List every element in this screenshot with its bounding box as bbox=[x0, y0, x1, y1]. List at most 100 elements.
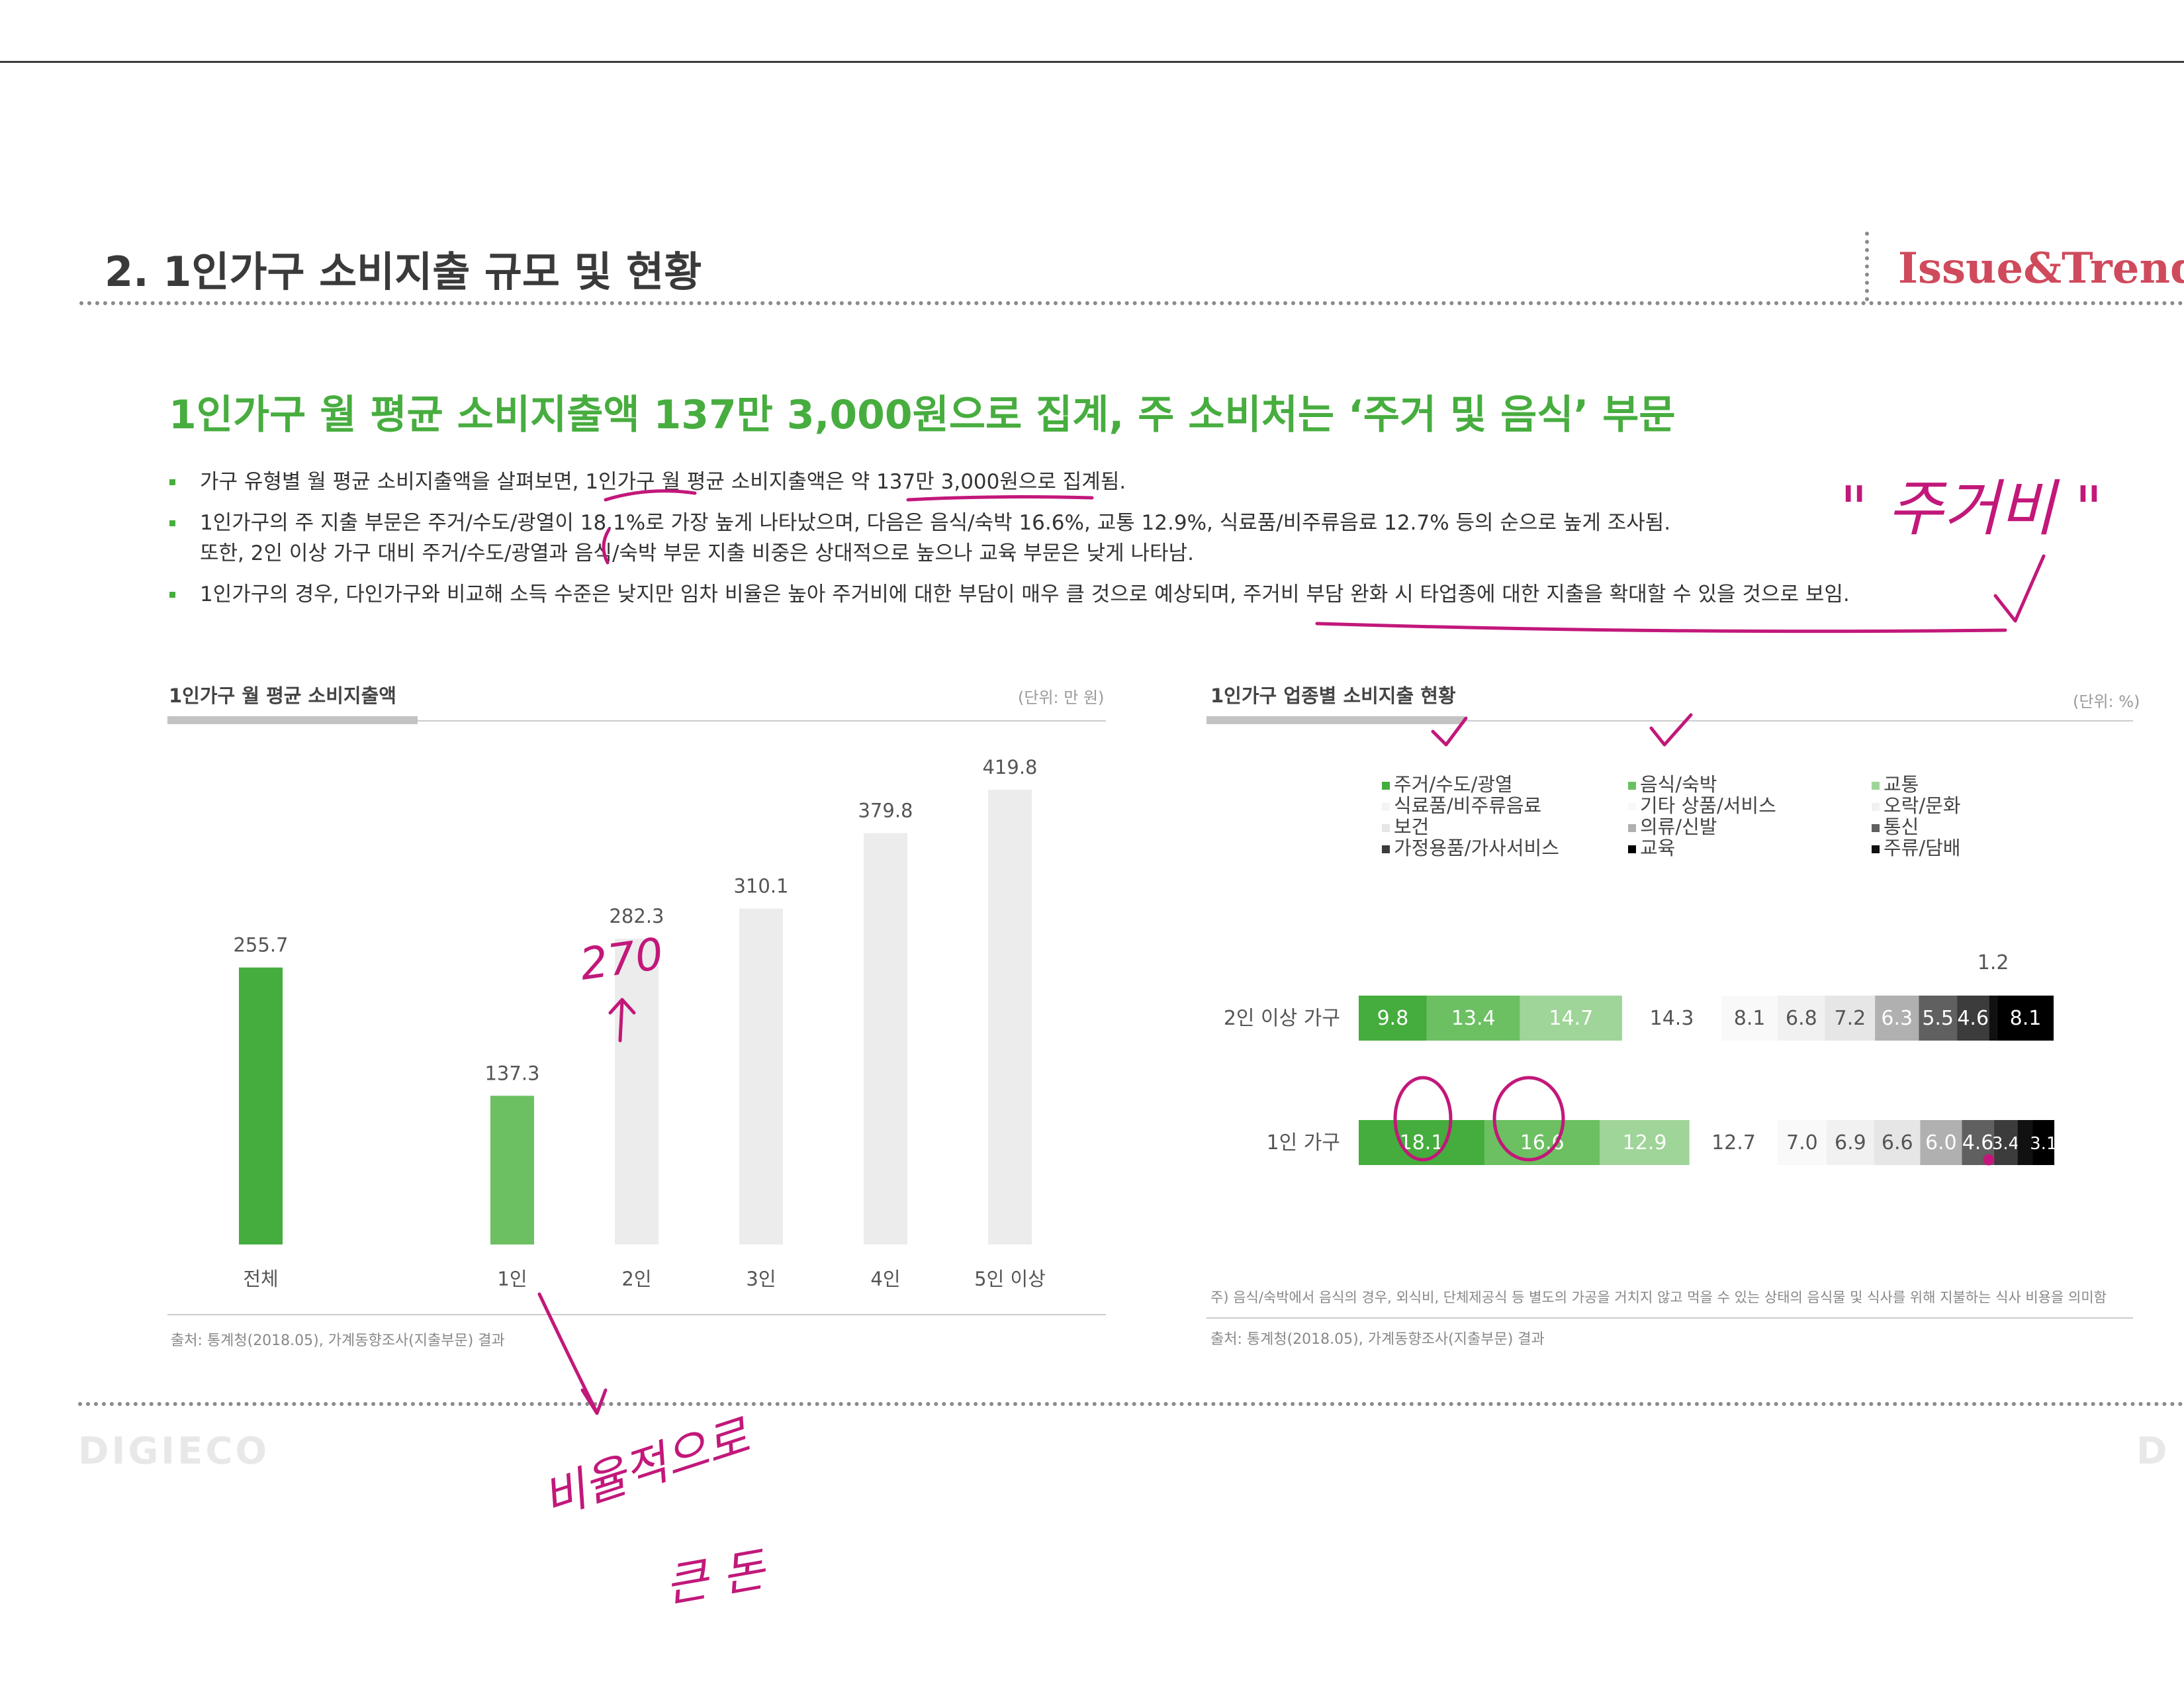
right-panel-unit: (단위: %) bbox=[2073, 692, 2140, 711]
legend-swatch bbox=[1628, 845, 1636, 853]
legend-swatch bbox=[1628, 803, 1636, 811]
legend-item: 식료품/비주류음료 bbox=[1382, 790, 1541, 818]
page-top-rule bbox=[0, 61, 2184, 63]
legend-item: 주거/수도/광열 bbox=[1382, 769, 1513, 797]
legend-swatch bbox=[1382, 803, 1390, 811]
bar bbox=[490, 1096, 534, 1244]
legend-label: 주류/담배 bbox=[1884, 837, 1961, 859]
legend-item: 통신 bbox=[1872, 812, 1919, 839]
segment-value-label: 12.7 bbox=[1711, 1131, 1756, 1154]
right-panel-source: 출처: 통계청(2018.05), 가계동향조사(지출부문) 결과 bbox=[1210, 1331, 1545, 1348]
handwritten-note: 큰 돈 bbox=[661, 1542, 772, 1613]
stack-segment bbox=[1997, 996, 2054, 1041]
segment-value-label: 7.2 bbox=[1834, 1007, 1866, 1030]
legend-item: 교통 bbox=[1872, 769, 1919, 797]
arrow-mark bbox=[608, 998, 636, 1043]
stack-segment bbox=[1600, 1120, 1690, 1165]
category-label: 4인 bbox=[870, 1268, 900, 1290]
underline-mark bbox=[604, 489, 697, 502]
legend-item: 오락/문화 bbox=[1872, 790, 1961, 818]
segment-value-label: 12.9 bbox=[1623, 1131, 1667, 1154]
legend-swatch bbox=[1872, 803, 1880, 811]
legend-label: 오락/문화 bbox=[1884, 794, 1961, 817]
summary-bullets: 가구 유형별 월 평균 소비지출액을 살펴보면, 1인가구 월 평균 소비지출액… bbox=[165, 467, 1850, 620]
category-label: 5인 이상 bbox=[974, 1268, 1046, 1290]
legend-item: 의류/신발 bbox=[1628, 812, 1717, 839]
segment-value-label: 1.2 bbox=[1978, 951, 2009, 974]
bar-value-label: 379.8 bbox=[858, 800, 913, 822]
stack-segment bbox=[1721, 996, 1778, 1041]
stack-segment bbox=[2017, 1120, 2033, 1165]
legend-label: 주거/수도/광열 bbox=[1394, 773, 1513, 796]
legend-swatch bbox=[1382, 782, 1390, 790]
segment-value-label: 4.6 bbox=[1962, 1131, 1994, 1154]
segment-value-label: 13.4 bbox=[1451, 1007, 1496, 1030]
legend-item: 교육 bbox=[1628, 833, 1675, 861]
left-chart-bottom-rule bbox=[167, 1314, 1106, 1315]
segment-value-label: 2.2 bbox=[2009, 1203, 2041, 1205]
right-panel-footnote: 주) 음식/숙박에서 음식의 경우, 외식비, 단체제공식 등 별도의 가공을 … bbox=[1210, 1289, 2107, 1305]
segment-value-label: 6.6 bbox=[1882, 1131, 1913, 1154]
segment-value-label: 6.9 bbox=[1835, 1131, 1866, 1154]
circle-mark bbox=[1492, 1076, 1565, 1162]
stack-segment bbox=[1426, 996, 1520, 1041]
row-label: 1인 가구 bbox=[1267, 1131, 1340, 1154]
legend-label: 식료품/비주류음료 bbox=[1394, 794, 1542, 817]
bullet-item: 1인가구의 주 지출 부문은 주거/수도/광열이 18.1%로 가장 높게 나타… bbox=[165, 508, 1850, 569]
legend-swatch bbox=[1872, 824, 1880, 832]
stack-segment bbox=[1989, 996, 1997, 1041]
stack-segment bbox=[1778, 996, 1825, 1041]
headline: 1인가구 월 평균 소비지출액 137만 3,000원으로 집계, 주 소비처는… bbox=[169, 392, 1676, 438]
legend-item: 보건 bbox=[1382, 812, 1429, 839]
stack-segment bbox=[1359, 996, 1427, 1041]
legend-swatch bbox=[1628, 824, 1636, 832]
legend-label: 가정용품/가사서비스 bbox=[1394, 837, 1559, 859]
stack-segment bbox=[1993, 1120, 2018, 1165]
underline-mark bbox=[1315, 622, 2007, 633]
dot-mark bbox=[1983, 1154, 1995, 1166]
stack-segment bbox=[1919, 996, 1958, 1041]
segment-value-label: 6.8 bbox=[1786, 1007, 1817, 1030]
category-label: 2인 bbox=[621, 1268, 651, 1290]
left-panel-unit: (단위: 만 원) bbox=[1018, 688, 1105, 707]
stack-segment bbox=[1957, 996, 1989, 1041]
bar-value-label: 137.3 bbox=[484, 1062, 539, 1084]
stack-segment bbox=[1520, 996, 1622, 1041]
legend-label: 교통 bbox=[1884, 773, 1919, 796]
legend-item: 주류/담배 bbox=[1872, 833, 1961, 861]
segment-value-label: 8.1 bbox=[2010, 1007, 2042, 1030]
bar-value-label: 310.1 bbox=[733, 875, 788, 898]
legend-label: 의류/신발 bbox=[1640, 816, 1717, 838]
footer-dotted-rule bbox=[78, 1402, 2184, 1406]
category-label: 1인 bbox=[497, 1268, 527, 1290]
circle-mark bbox=[1393, 1076, 1453, 1162]
category-label: 전체 bbox=[243, 1268, 278, 1290]
handwritten-note: " 주거비 " bbox=[1840, 473, 2103, 544]
section-title: 2. 1인가구 소비지출 규모 및 현황 bbox=[105, 248, 702, 296]
legend-item: 기타 상품/서비스 bbox=[1628, 790, 1776, 818]
legend-label: 음식/숙박 bbox=[1640, 773, 1717, 796]
check-mark bbox=[1649, 713, 1693, 747]
footer-logo: DIGIECO bbox=[78, 1430, 270, 1473]
left-panel-source: 출처: 통계청(2018.05), 가계동향조사(지출부문) 결과 bbox=[171, 1333, 505, 1349]
segment-value-label: 7.0 bbox=[1786, 1131, 1818, 1154]
stack-segment bbox=[1778, 1120, 1827, 1165]
left-panel-title: 1인가구 월 평균 소비지출액 bbox=[169, 684, 396, 707]
segment-value-label: 14.7 bbox=[1549, 1007, 1593, 1030]
check-mark bbox=[1431, 716, 1468, 747]
right-panel-accent-bar bbox=[1206, 716, 1465, 724]
legend-label: 기타 상품/서비스 bbox=[1640, 794, 1776, 817]
stack-segment bbox=[1875, 996, 1919, 1041]
check-mark bbox=[1993, 554, 2046, 623]
segment-value-label: 9.8 bbox=[1377, 1007, 1409, 1030]
stack-segment bbox=[1689, 1120, 1778, 1165]
segment-value-label: 3.1 bbox=[2030, 1134, 2057, 1154]
legend-swatch bbox=[1628, 782, 1636, 790]
underline-mark bbox=[602, 528, 611, 565]
handwritten-note: 270 bbox=[577, 928, 666, 990]
bullet-item: 1인가구의 경우, 다인가구와 비교해 소득 수준은 낮지만 임차 비율은 높아… bbox=[165, 579, 1850, 610]
stack-segment bbox=[2032, 1120, 2055, 1165]
stack-segment bbox=[1920, 1120, 1962, 1165]
left-panel-rule bbox=[418, 720, 1106, 722]
